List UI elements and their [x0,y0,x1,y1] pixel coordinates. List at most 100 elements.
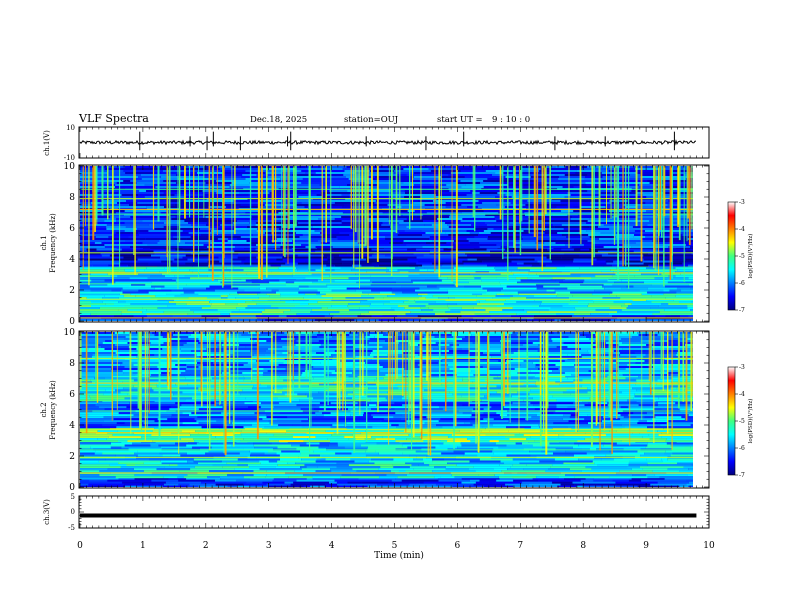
spectrogram-cell [536,273,571,276]
sferic [671,166,673,279]
spectrogram-cell [199,340,227,342]
spectrogram-cell [382,366,421,368]
sferic [256,332,259,440]
spectrogram-cell [560,319,592,321]
spectrogram-cell [372,426,397,429]
spectrogram-cell [341,220,368,222]
freq-tick-label: 2 [69,452,75,462]
spectrogram-cell [318,391,328,394]
spectrogram-cell [665,450,693,453]
spectrogram-cell [397,234,422,236]
spectrogram-cell [80,338,125,340]
spectrogram-cell [330,440,370,443]
ch1-colorbar-gradient [727,201,736,311]
spectrogram-cell [173,334,191,336]
spectrogram-cell [655,228,693,230]
spectrogram-cell [432,470,476,473]
spectrogram-cell [189,180,217,182]
spectrogram-cell [584,279,608,282]
spectrogram-cell [231,166,260,168]
spectrogram-cell [461,477,500,480]
spectrogram-cell [536,348,581,350]
spectrogram-cell [210,305,248,308]
spectrogram-cell [469,273,501,276]
spectrogram-cell [228,238,237,240]
spectrogram-cell [273,387,283,390]
sferic [409,332,411,412]
spectrogram-cell [631,190,663,192]
sferic [677,166,680,225]
spectrogram-cell [541,166,556,168]
spectrogram-cell [242,174,257,176]
spectrogram-cell [470,479,480,482]
spectrogram-cell [241,430,260,433]
spectrogram-cell [216,180,251,182]
spectrogram-cell [470,416,478,419]
spectrogram-cell [510,297,527,300]
spectrogram-cell [521,364,536,366]
sferic [376,166,379,262]
spectrogram-cell [677,352,693,354]
spectrogram-cell [591,468,632,471]
spectrogram-cell [646,430,658,433]
spectrogram-cell [111,383,157,386]
spectrogram-cell [193,311,232,314]
spectrogram-cell [129,277,148,280]
spectrogram-cell [223,172,266,174]
spectrogram-cell [358,477,396,480]
spectrogram-cell [645,230,681,232]
spectrogram-cell [170,224,180,226]
spectrogram-cell [463,454,478,457]
spectrogram-cell [190,374,220,376]
spectrogram-cell [245,397,277,400]
spectrogram-cell [666,389,685,392]
spectrogram-cell [184,220,208,222]
spectrogram-cell [432,262,464,265]
spectrogram-cell [308,418,346,421]
spectrogram-cell [489,311,527,314]
spectrogram-cell [381,252,414,255]
spectrogram-cell [598,436,643,439]
spectrogram-cell [215,479,237,482]
spectrogram-cell [650,483,687,486]
spectrogram-cell [567,204,607,206]
spectrogram-cell [558,476,575,479]
spectrogram-cell [302,234,323,236]
spectrogram-cell [341,206,352,208]
spectrogram-cell [97,438,107,441]
spectrogram-cell [646,338,688,340]
spectrogram-cell [148,262,186,265]
spectrogram-cell [505,248,516,251]
spectrogram-cell [449,350,470,352]
spectrogram-cell [324,368,343,370]
spectrogram-cell [181,404,194,407]
spectrogram-cell [486,248,506,251]
spectrogram-cell [141,178,179,180]
spectrogram-cell [394,309,422,312]
spectrogram-cell [469,354,502,356]
spectrogram-cell [424,336,435,338]
spectrogram-cell [462,218,496,220]
spectrogram-cell [555,279,563,282]
spectrogram-cell [252,387,274,390]
spectrogram-cell [482,426,489,429]
spectrogram-cell [418,354,446,356]
spectrogram-cell [179,356,200,358]
spectrogram-cell [97,402,130,405]
spectrogram-cell [479,397,488,400]
spectrogram-cell [276,258,283,261]
spectrogram-cell [387,166,400,168]
spectrogram-cell [349,194,391,196]
spectrogram-cell [520,279,556,282]
spectrogram-cell [258,348,268,350]
sferic [661,166,663,238]
spectrogram-cell [473,212,499,214]
sferic [533,166,536,237]
spectrogram-cell [236,479,273,482]
spectrogram-cell [281,450,300,453]
spectrogram-cell [638,420,647,423]
spectrogram-cell [308,303,349,306]
spectrogram-cell [485,434,515,437]
spectrogram-cell [268,460,278,463]
